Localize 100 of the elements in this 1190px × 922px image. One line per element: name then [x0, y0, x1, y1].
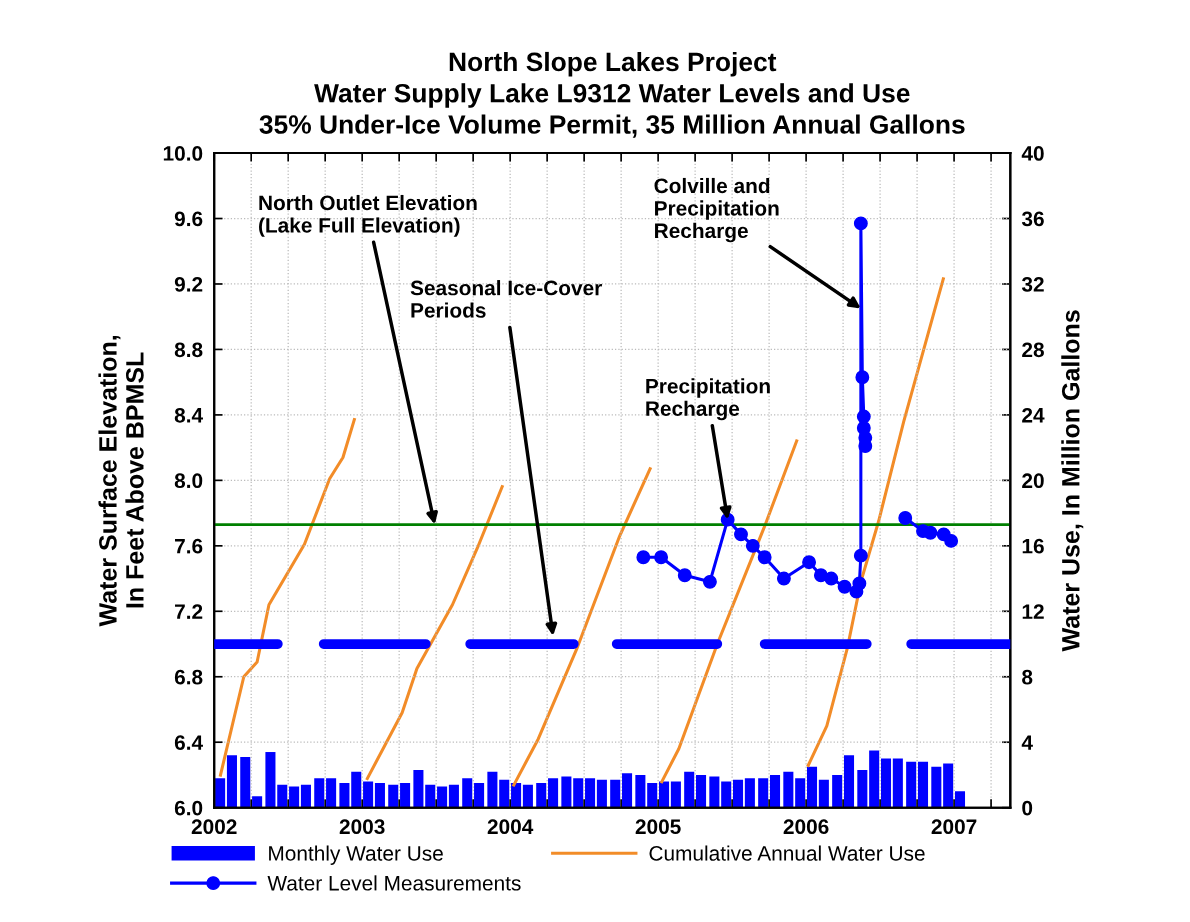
y2-tick-label: 24 [1022, 407, 1045, 423]
x-tick-label: 2005 [635, 819, 681, 835]
y-tick-label: 10.0 [163, 146, 203, 161]
point [757, 550, 772, 565]
y-tick-label: 6.8 [174, 669, 203, 685]
bar [931, 766, 942, 808]
bar [880, 758, 892, 808]
y-tick-label: 8.0 [174, 473, 203, 489]
bar [806, 766, 818, 808]
point [734, 527, 748, 542]
bar [240, 756, 251, 808]
y2-tick-label: 28 [1022, 342, 1044, 358]
y2-tick-label: 12 [1022, 604, 1044, 619]
bar [843, 755, 855, 808]
point [702, 574, 717, 589]
x-tick-label: 2004 [487, 819, 534, 835]
bar [499, 779, 510, 808]
point [802, 555, 817, 570]
bar [917, 761, 929, 808]
bar [696, 774, 707, 808]
bar [783, 771, 794, 808]
bar [795, 778, 806, 808]
bar [265, 752, 276, 808]
point [837, 579, 852, 594]
bar [374, 783, 385, 808]
bar [437, 786, 448, 808]
point [852, 576, 867, 591]
bar [733, 779, 744, 808]
point [853, 548, 868, 563]
bar [670, 781, 681, 808]
bar [226, 755, 237, 808]
bar [622, 773, 633, 808]
bar [635, 774, 646, 808]
y-axis-title: Water Surface Elevation, In Feet Above BPMSL [98, 335, 144, 627]
x-tick-label: 2002 [191, 819, 237, 835]
bar [647, 783, 658, 808]
bar [954, 791, 966, 808]
y2-tick-label: 4 [1021, 735, 1033, 750]
y-tick-label: 8.8 [174, 342, 203, 358]
bar [770, 774, 781, 808]
point [858, 439, 873, 453]
y-tick-label: 8.4 [174, 407, 203, 423]
bar [215, 778, 226, 808]
bar [744, 778, 755, 808]
point [853, 216, 868, 231]
point [855, 370, 870, 385]
annotation: Colville and Precipitation Recharge [654, 177, 779, 243]
bar [363, 781, 374, 808]
bar [487, 771, 498, 808]
annotation: Precipitation Recharge [646, 378, 770, 421]
bar [277, 784, 288, 808]
y-tick-label: 7.6 [175, 538, 203, 554]
y2-tick-label: 0 [1022, 800, 1033, 816]
bar [400, 783, 411, 808]
point [654, 550, 669, 565]
bar [596, 779, 607, 808]
bar [758, 778, 769, 808]
bar [857, 770, 868, 808]
y2-axis-title: Water Use, In Million Gallons [1061, 310, 1084, 652]
bar [943, 763, 954, 808]
bar [610, 779, 621, 808]
point [776, 571, 791, 586]
point [856, 409, 871, 424]
bar [659, 781, 670, 808]
y-tick-label: 7.2 [175, 604, 203, 619]
legend-label: Cumulative Annual Water Use [649, 845, 925, 861]
y2-tick-label: 20 [1022, 473, 1044, 489]
legend-label: Water Level Measurements [267, 875, 521, 891]
y2-tick-label: 16 [1022, 538, 1044, 554]
y-tick-label: 9.2 [174, 276, 203, 292]
bar [448, 784, 459, 808]
point [824, 571, 839, 586]
bar [300, 784, 311, 808]
bar [869, 750, 880, 808]
bar [548, 778, 559, 808]
bar [413, 770, 424, 808]
point [636, 550, 651, 565]
bar [721, 781, 732, 808]
bar [339, 783, 350, 808]
bar [684, 771, 695, 808]
chart-title: North Slope Lakes Project Water Supply Lake L9312 Water Levels and Use 35% Under-Ice Volume Permit, 35 Million Annual Gallons [259, 51, 965, 138]
bar [314, 778, 325, 808]
y-tick-label: 9.6 [174, 211, 203, 227]
bar [585, 778, 596, 808]
x-tick-label: 2003 [339, 819, 385, 835]
y-tick-label: 6.4 [174, 735, 203, 750]
y-tick-label: 6.0 [174, 800, 203, 816]
bar [388, 784, 399, 808]
x-tick-label: 2006 [783, 819, 829, 835]
point [898, 511, 913, 525]
annotation: Seasonal Ice-Cover Periods [410, 280, 602, 318]
point [745, 538, 760, 553]
bar [425, 784, 436, 808]
bar [289, 786, 300, 808]
bar [351, 771, 362, 808]
point [923, 525, 938, 540]
annotation: North Outlet Elevation (Lake Full Elevation) [259, 194, 477, 237]
bar [252, 796, 263, 808]
x-tick-label: 2007 [931, 819, 977, 835]
bar [818, 779, 829, 808]
